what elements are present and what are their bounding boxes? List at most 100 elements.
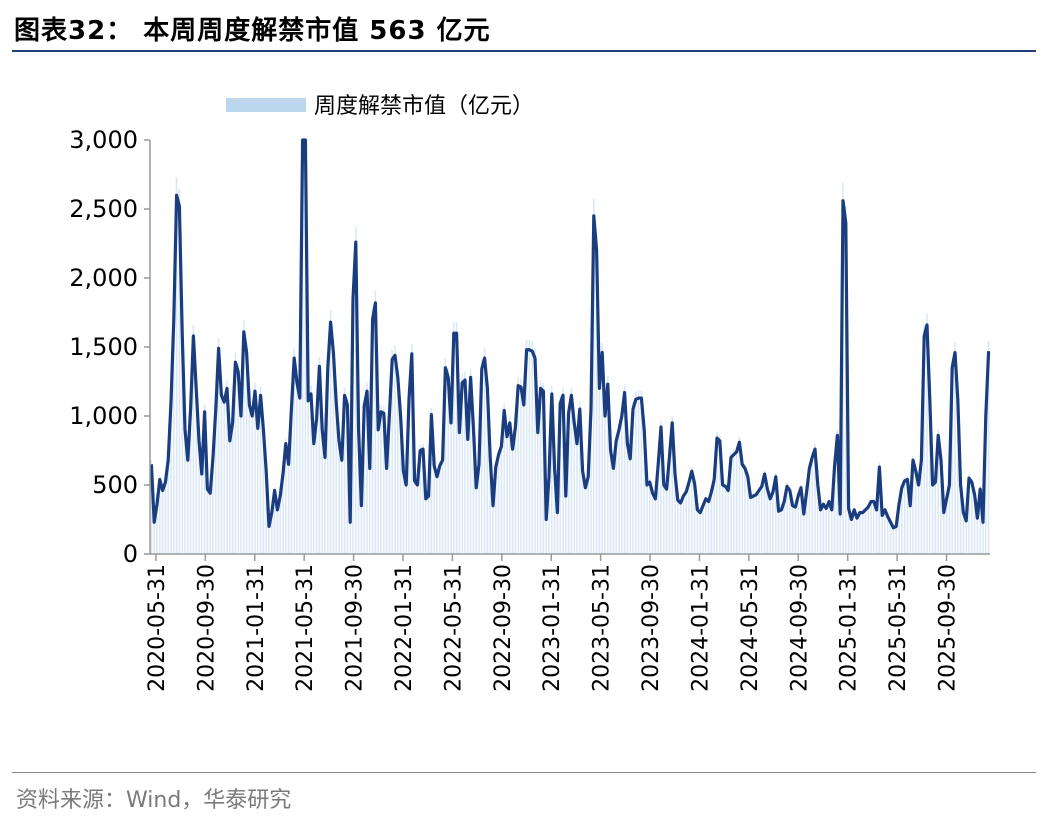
bar	[962, 510, 965, 554]
legend-swatch	[226, 98, 306, 112]
bar	[632, 401, 634, 554]
bar	[629, 454, 631, 554]
y-tick-label: 2,500	[69, 195, 138, 223]
bar	[976, 516, 979, 554]
bar	[875, 507, 878, 554]
x-tick-label: 2023-05-31	[590, 564, 615, 692]
bar	[609, 445, 612, 554]
bar	[509, 416, 511, 554]
bar	[615, 435, 617, 554]
bar	[850, 517, 853, 554]
bar	[265, 467, 267, 554]
bar	[332, 342, 335, 554]
bar	[800, 484, 802, 554]
bar	[338, 435, 340, 554]
bar	[215, 401, 217, 554]
bar	[654, 496, 657, 554]
bar	[576, 438, 578, 554]
bar	[195, 380, 197, 554]
bar	[184, 423, 186, 554]
bar	[189, 401, 192, 554]
bar	[744, 464, 746, 554]
x-tick-label: 2021-05-31	[293, 564, 318, 692]
bar	[973, 491, 976, 554]
bar	[847, 506, 850, 554]
bar	[895, 525, 897, 554]
bar	[257, 422, 259, 554]
bar	[343, 387, 346, 554]
bar	[175, 177, 178, 554]
bar	[212, 452, 214, 554]
bar	[853, 507, 855, 554]
bar	[808, 464, 811, 554]
bar	[593, 198, 595, 554]
bar	[682, 493, 685, 554]
bar	[545, 517, 547, 554]
bar	[738, 436, 741, 554]
bar	[363, 398, 365, 554]
bar	[777, 509, 780, 554]
bar	[959, 481, 962, 554]
bar	[413, 477, 416, 554]
x-tick-label: 2024-05-31	[738, 564, 763, 692]
bar	[945, 496, 948, 554]
chart-area: 周度解禁市值（亿元） 0 500 1,000 1,500 2,000 2,500 3,000…	[69, 94, 991, 692]
bar	[192, 325, 195, 554]
bar	[279, 493, 281, 554]
bar	[425, 496, 427, 554]
bar	[805, 488, 808, 554]
bar	[170, 394, 172, 554]
x-tick-label: 2022-09-30	[491, 564, 516, 692]
bar	[313, 438, 315, 554]
bar	[943, 510, 945, 554]
bar	[315, 411, 318, 554]
bar	[405, 481, 407, 554]
bar	[271, 510, 273, 554]
bar	[906, 475, 909, 554]
bar	[167, 455, 169, 554]
bar	[268, 525, 270, 554]
bar	[898, 501, 900, 554]
bar	[637, 390, 640, 554]
bar	[514, 420, 517, 554]
bar	[878, 462, 881, 554]
bar	[542, 383, 545, 554]
bar	[598, 380, 601, 554]
bar	[696, 507, 699, 554]
bar	[422, 443, 424, 554]
bar	[612, 464, 615, 554]
legend: 周度解禁市值（亿元）	[226, 94, 534, 119]
bar	[517, 377, 519, 554]
bar	[262, 423, 265, 554]
bar	[240, 409, 242, 554]
y-axis-ticks: 0 500 1,000 1,500 2,000 2,500 3,000	[69, 126, 150, 568]
source-note: 资料来源：Wind，华泰研究	[16, 788, 292, 813]
bar	[531, 340, 533, 554]
bar	[635, 391, 637, 554]
x-tick-label: 2024-01-31	[688, 564, 713, 692]
x-tick-label: 2021-09-30	[343, 564, 368, 692]
bar	[643, 423, 645, 554]
bar	[920, 455, 923, 554]
bar	[198, 435, 200, 554]
bar	[707, 498, 710, 554]
bar	[789, 487, 791, 554]
bar	[864, 507, 867, 554]
bar	[581, 467, 584, 554]
bar	[304, 140, 307, 554]
bar	[917, 481, 920, 554]
bar	[934, 478, 937, 554]
line-series	[149, 138, 991, 530]
bar	[455, 322, 458, 554]
bar	[296, 374, 298, 554]
bar	[721, 481, 724, 554]
bar	[677, 497, 679, 554]
bar	[497, 449, 500, 554]
bar	[164, 478, 167, 554]
bar	[803, 511, 805, 554]
bar	[223, 394, 225, 554]
bar	[601, 342, 603, 554]
bar	[220, 387, 223, 554]
bar	[623, 384, 626, 554]
bar	[769, 496, 771, 554]
